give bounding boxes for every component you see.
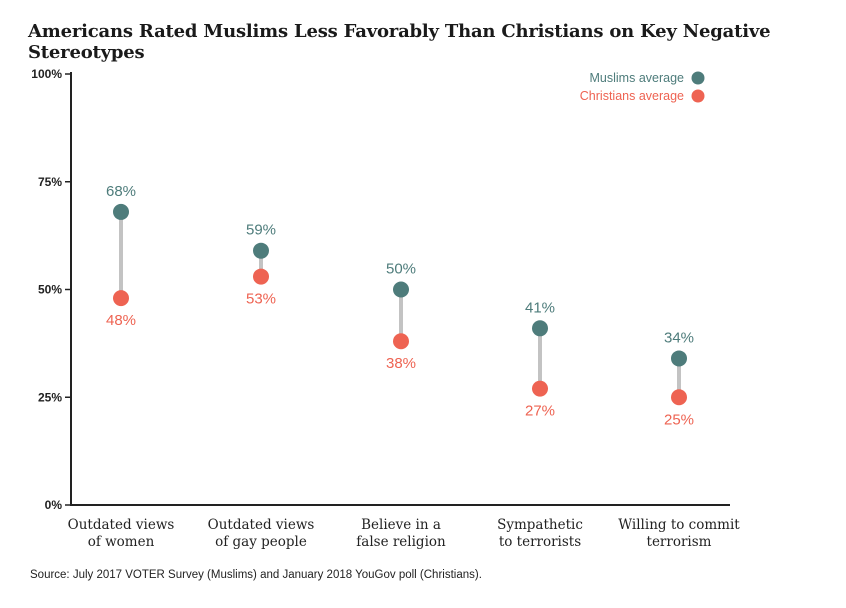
christians-dot — [671, 389, 687, 406]
christians-value-label: 27% — [525, 403, 555, 420]
muslims-dot — [393, 281, 409, 298]
muslims-dot — [671, 350, 687, 367]
legend-label: Muslims average — [590, 71, 685, 85]
y-tick-label: 50% — [38, 283, 62, 297]
muslims-value-label: 41% — [525, 299, 555, 316]
x-tick-label: Outdated views — [68, 517, 175, 533]
x-tick-label: terrorism — [647, 534, 712, 550]
x-tick-label: Sympathetic — [497, 517, 583, 533]
chart-title: Americans Rated Muslims Less Favorably T… — [28, 21, 771, 63]
x-tick-label: Outdated views — [208, 517, 315, 533]
muslims-dot — [113, 203, 129, 220]
christians-dot — [532, 380, 548, 397]
y-tick-label: 100% — [31, 67, 62, 81]
legend-marker — [691, 89, 705, 103]
christians-dot — [393, 333, 409, 350]
muslims-dot — [532, 320, 548, 337]
christians-value-label: 38% — [386, 355, 416, 372]
christians-dot — [113, 290, 129, 307]
y-tick-label: 25% — [38, 390, 62, 404]
x-tick-label: Believe in a — [361, 517, 441, 533]
muslims-value-label: 34% — [664, 329, 694, 346]
x-tick-label: false religion — [356, 534, 446, 550]
christians-dot — [253, 268, 269, 285]
y-tick-label: 75% — [38, 175, 62, 189]
x-tick-label: to terrorists — [499, 534, 581, 550]
source-note: Source: July 2017 VOTER Survey (Muslims)… — [30, 569, 482, 581]
x-tick-label: of women — [88, 534, 155, 550]
muslims-value-label: 59% — [246, 222, 276, 239]
christians-value-label: 25% — [664, 411, 694, 428]
x-tick-label: Willing to commit — [618, 517, 740, 533]
muslims-dot — [253, 242, 269, 259]
muslims-value-label: 50% — [386, 261, 416, 278]
muslims-value-label: 68% — [106, 183, 136, 200]
y-tick-label: 0% — [45, 498, 63, 512]
x-tick-label: of gay people — [215, 534, 307, 550]
legend-label: Christians average — [580, 89, 684, 103]
legend-marker — [691, 71, 705, 85]
christians-value-label: 53% — [246, 291, 276, 308]
christians-value-label: 48% — [106, 312, 136, 329]
